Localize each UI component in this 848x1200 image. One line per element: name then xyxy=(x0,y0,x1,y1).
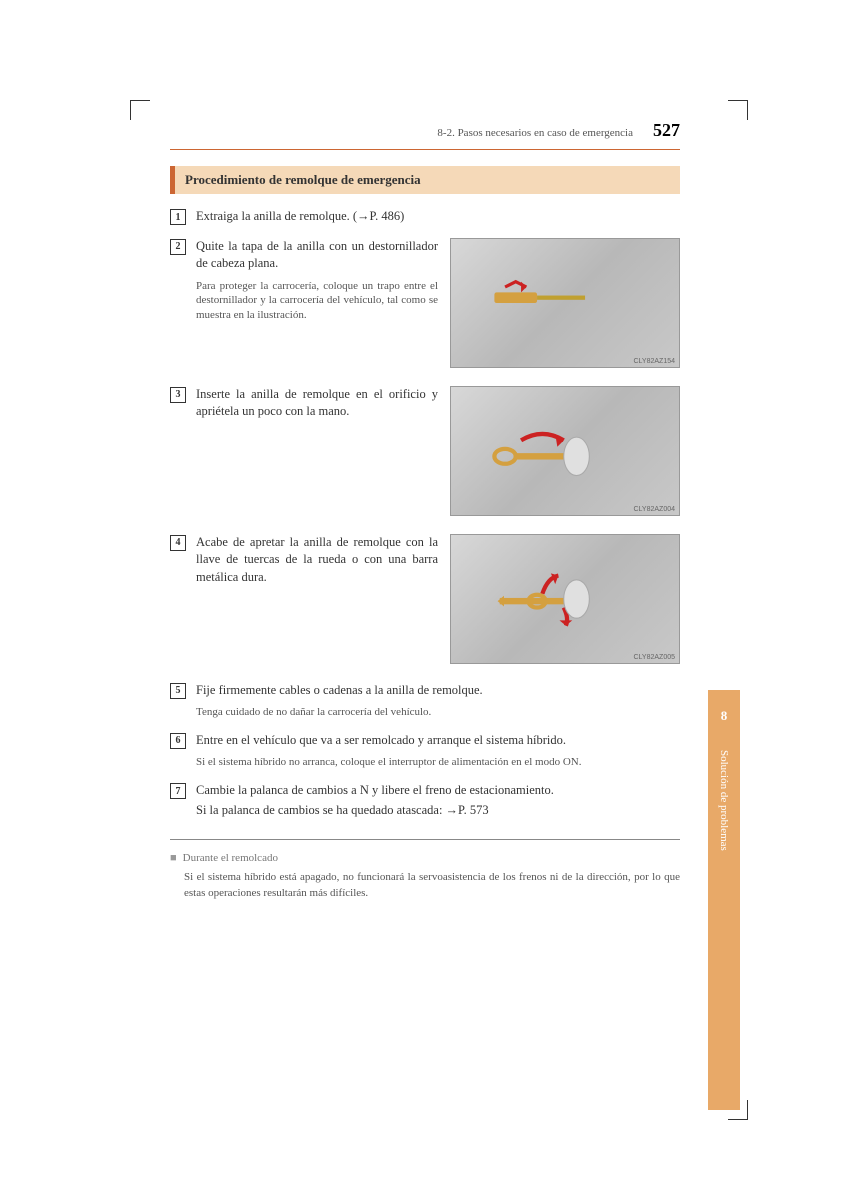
screwdriver-icon xyxy=(474,271,611,335)
notice-divider xyxy=(170,839,680,840)
section-title-bar: Procedimiento de remolque de emergencia xyxy=(170,166,680,194)
step-number: 1 xyxy=(170,209,186,225)
page-number: 527 xyxy=(653,120,680,141)
chapter-label: Solución de problemas xyxy=(718,750,730,851)
section-reference: 8-2. Pasos necesarios en caso de emergen… xyxy=(437,127,633,139)
step-item: 3 Inserte la anilla de remolque en el or… xyxy=(170,386,680,516)
step-number: 3 xyxy=(170,387,186,403)
crop-mark xyxy=(728,100,748,120)
crop-mark xyxy=(130,100,150,120)
step-number: 7 xyxy=(170,783,186,799)
page-content: 8-2. Pasos necesarios en caso de emergen… xyxy=(170,120,680,901)
image-reference: CLY82AZ154 xyxy=(633,358,675,365)
step-item: 7 Cambie la palanca de cambios a N y lib… xyxy=(170,782,680,819)
chapter-number: 8 xyxy=(708,708,740,724)
step-subtext: Para proteger la carrocería, coloque un … xyxy=(196,279,438,324)
step-text: Cambie la palanca de cambios a N y liber… xyxy=(196,782,680,800)
step-number: 4 xyxy=(170,535,186,551)
step-text: Fije firmemente cables o cadenas a la an… xyxy=(196,682,680,700)
step-text: Quite la tapa de la anilla con un destor… xyxy=(196,238,438,273)
step-subtext: Si el sistema híbrido no arranca, coloqu… xyxy=(196,755,680,770)
step-text-secondary: Si la palanca de cambios se ha quedado a… xyxy=(196,802,680,820)
notice-title: Durante el remolcado xyxy=(183,852,278,864)
header-divider xyxy=(170,149,680,150)
step-item: 1 Extraiga la anilla de remolque. (→P. 4… xyxy=(170,208,680,226)
bullet-icon: ■ xyxy=(170,852,177,864)
image-reference: CLY82AZ004 xyxy=(633,506,675,513)
step-item: 4 Acabe de apretar la anilla de remolque… xyxy=(170,534,680,664)
step-item: 2 Quite la tapa de la anilla con un dest… xyxy=(170,238,680,368)
instruction-image: CLY82AZ004 xyxy=(450,386,680,516)
step-item: 6 Entre en el vehículo que va a ser remo… xyxy=(170,732,680,770)
step-number: 5 xyxy=(170,683,186,699)
wrench-icon xyxy=(474,567,611,631)
step-text: Extraiga la anilla de remolque. (→P. 486… xyxy=(196,208,680,226)
step-text: Inserte la anilla de remolque en el orif… xyxy=(196,386,438,421)
towing-eye-icon xyxy=(474,419,611,483)
page-header: 8-2. Pasos necesarios en caso de emergen… xyxy=(170,120,680,141)
step-text: Acabe de apretar la anilla de remolque c… xyxy=(196,534,438,587)
instruction-image: CLY82AZ005 xyxy=(450,534,680,664)
notice-text: Si el sistema híbrido está apagado, no f… xyxy=(170,870,680,901)
notice-heading: ■ Durante el remolcado xyxy=(170,852,680,864)
step-item: 5 Fije firmemente cables o cadenas a la … xyxy=(170,682,680,720)
chapter-tab: 8 Solución de problemas xyxy=(708,690,740,1110)
instruction-image: CLY82AZ154 xyxy=(450,238,680,368)
section-title: Procedimiento de remolque de emergencia xyxy=(185,172,670,188)
step-subtext: Tenga cuidado de no dañar la carrocería … xyxy=(196,705,680,720)
step-number: 2 xyxy=(170,239,186,255)
image-reference: CLY82AZ005 xyxy=(633,654,675,661)
step-text: Entre en el vehículo que va a ser remolc… xyxy=(196,732,680,750)
step-number: 6 xyxy=(170,733,186,749)
